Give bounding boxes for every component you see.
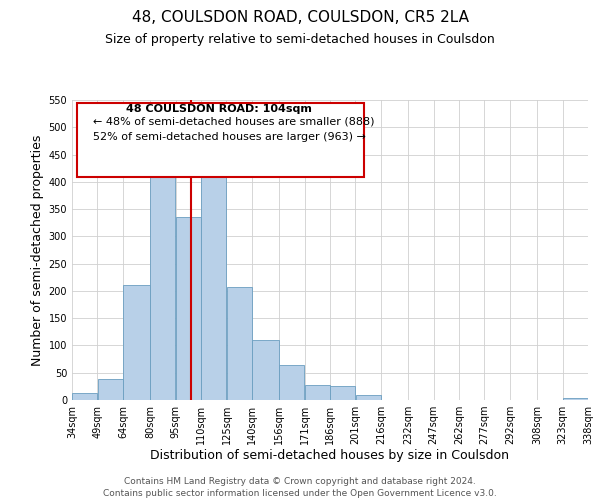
Bar <box>252 340 279 400</box>
Text: ← 48% of semi-detached houses are smaller (888): ← 48% of semi-detached houses are smalle… <box>92 116 374 126</box>
Bar <box>123 285 150 400</box>
Bar <box>305 384 330 400</box>
Bar <box>356 394 380 400</box>
Bar <box>72 393 97 400</box>
Bar <box>151 168 175 400</box>
Text: 52% of semi-detached houses are larger (963) →: 52% of semi-detached houses are larger (… <box>92 132 365 141</box>
FancyBboxPatch shape <box>77 103 364 176</box>
Bar <box>176 218 201 400</box>
Bar <box>280 364 304 400</box>
X-axis label: Distribution of semi-detached houses by size in Coulsdon: Distribution of semi-detached houses by … <box>151 448 509 462</box>
Text: Contains HM Land Registry data © Crown copyright and database right 2024.
Contai: Contains HM Land Registry data © Crown c… <box>103 476 497 498</box>
Bar <box>563 398 588 400</box>
Text: 48 COULSDON ROAD: 104sqm: 48 COULSDON ROAD: 104sqm <box>126 104 312 115</box>
Y-axis label: Number of semi-detached properties: Number of semi-detached properties <box>31 134 44 366</box>
Bar <box>98 380 122 400</box>
Bar <box>201 176 226 400</box>
Bar <box>330 386 355 400</box>
Bar <box>227 286 251 400</box>
Text: Size of property relative to semi-detached houses in Coulsdon: Size of property relative to semi-detach… <box>105 32 495 46</box>
Text: 48, COULSDON ROAD, COULSDON, CR5 2LA: 48, COULSDON ROAD, COULSDON, CR5 2LA <box>131 10 469 25</box>
